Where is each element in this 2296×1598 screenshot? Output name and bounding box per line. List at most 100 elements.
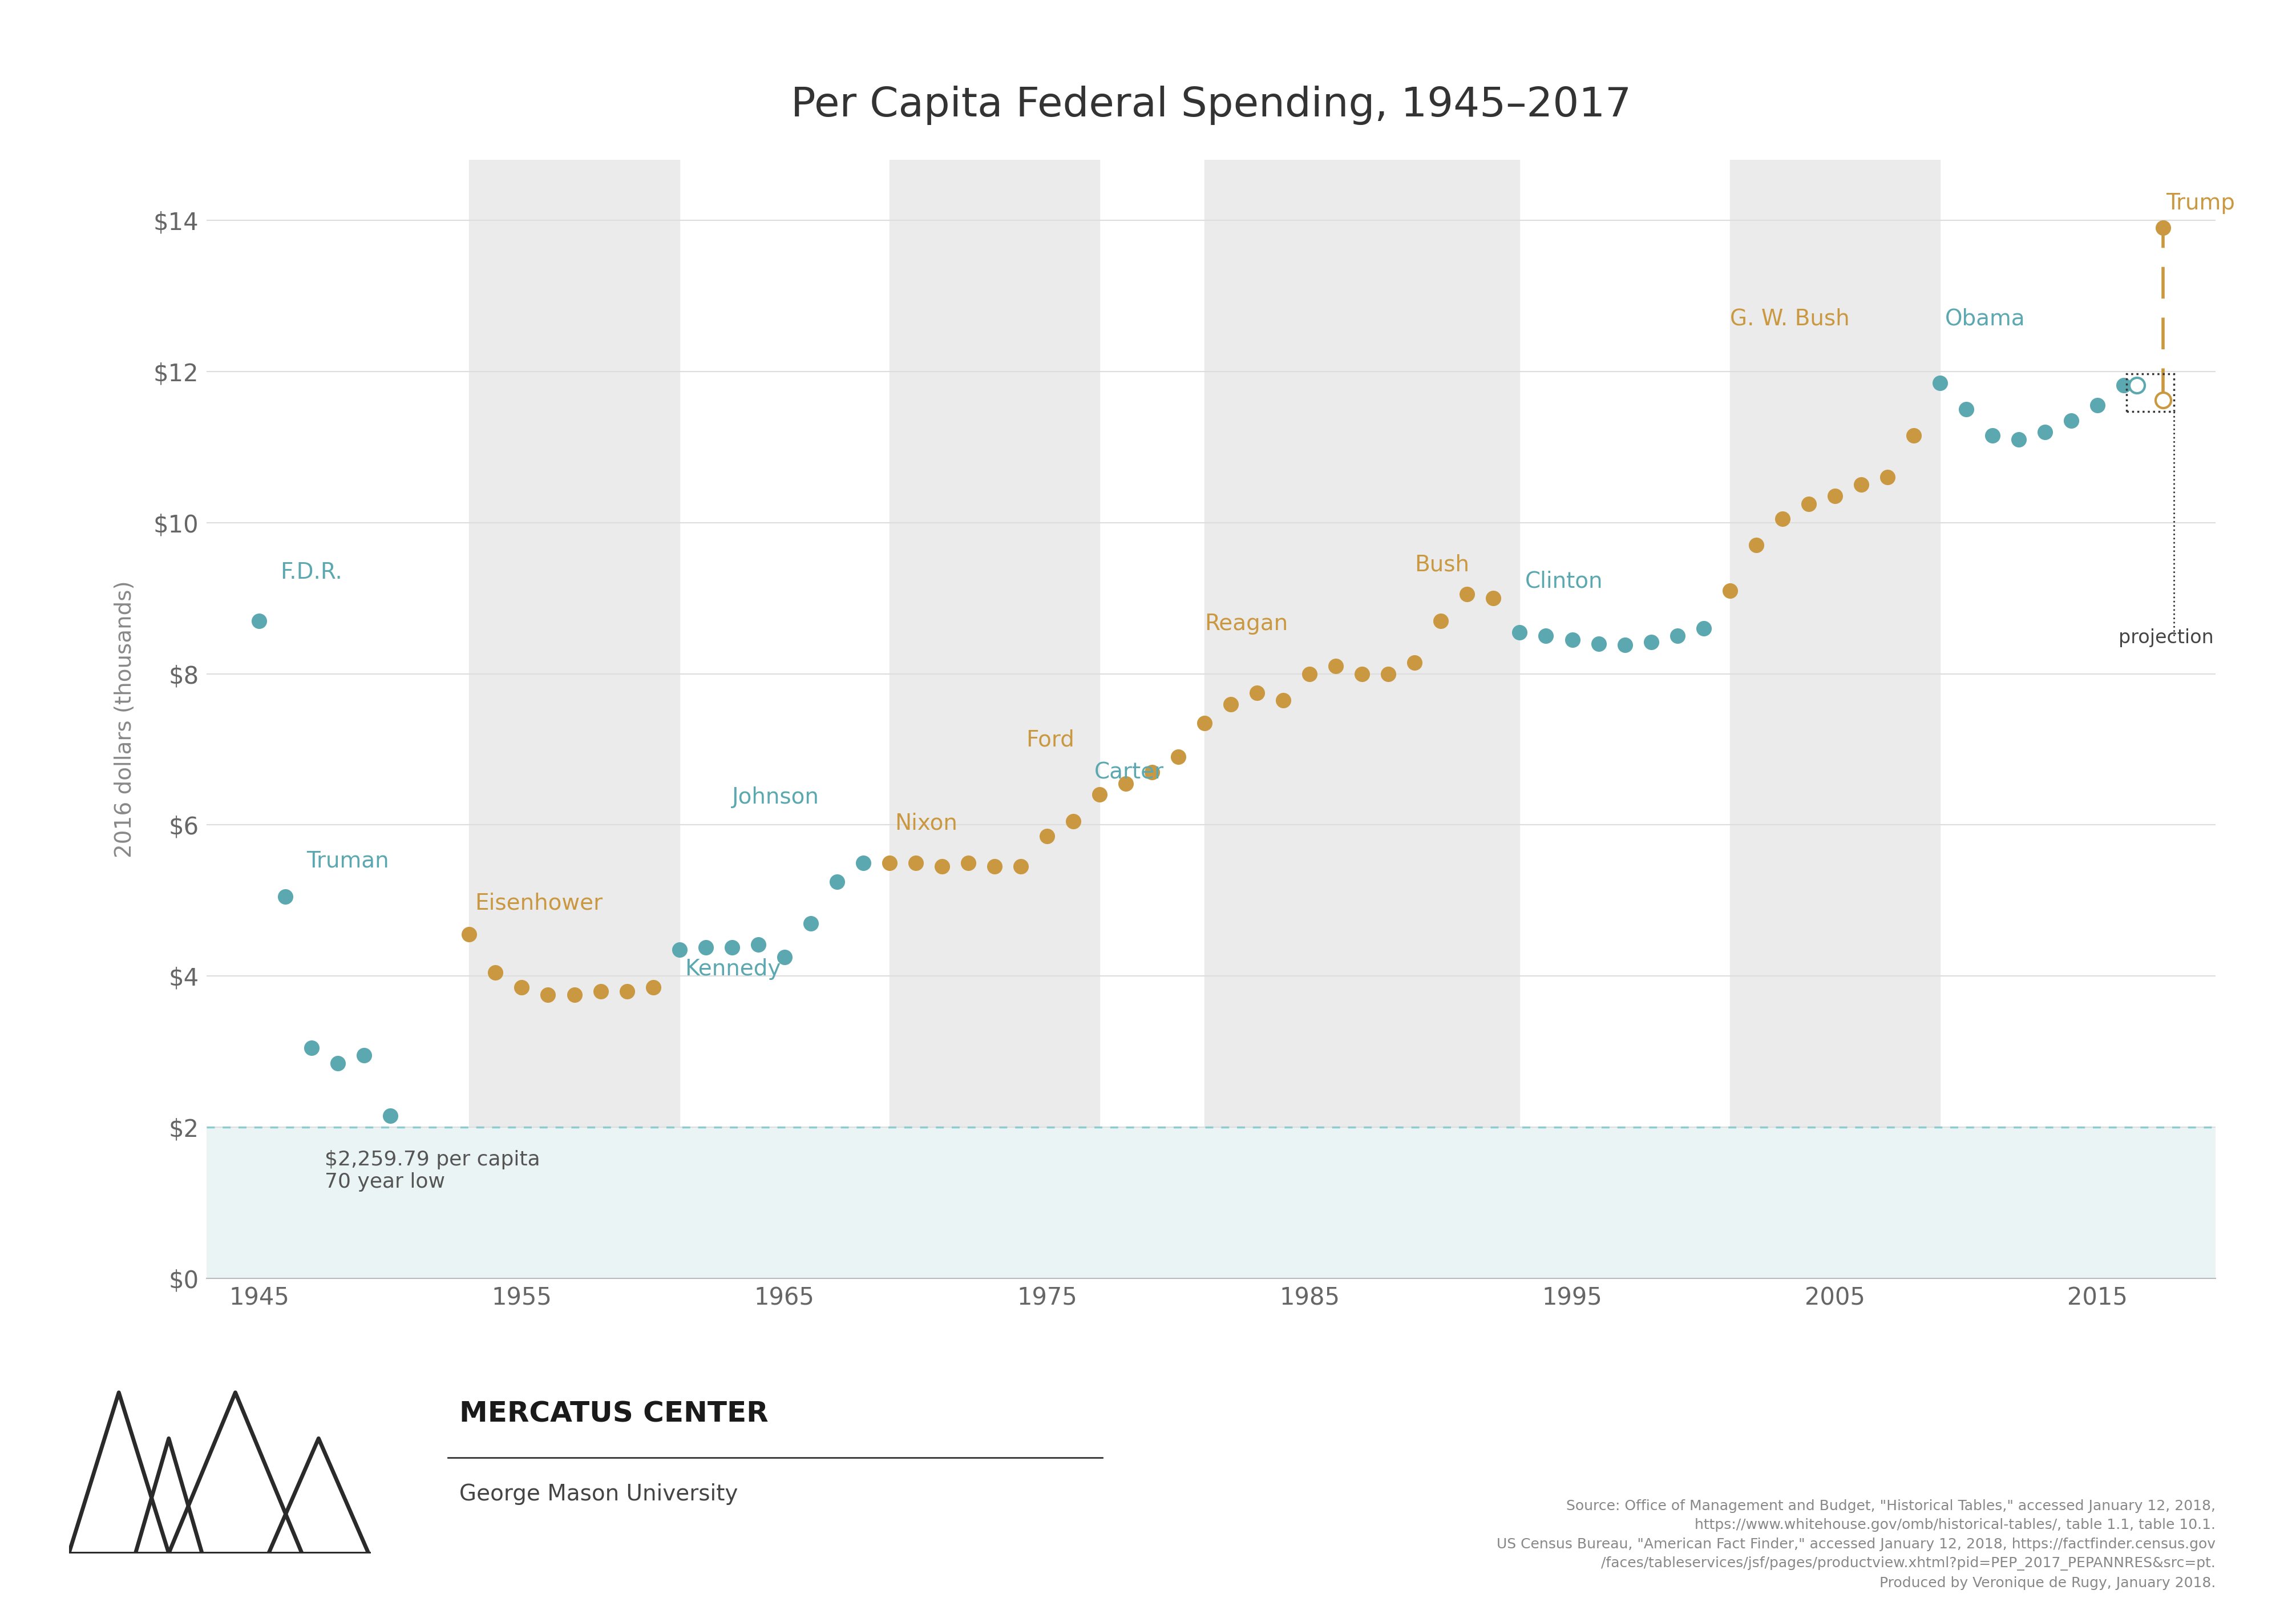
Point bbox=[2080, 393, 2117, 419]
Text: Truman: Truman bbox=[305, 850, 388, 873]
Text: Nixon: Nixon bbox=[895, 812, 957, 834]
Point bbox=[1869, 465, 1906, 491]
Point bbox=[1371, 662, 1407, 687]
Point bbox=[478, 959, 514, 984]
Point bbox=[347, 1042, 383, 1067]
Point bbox=[1134, 759, 1171, 785]
Point bbox=[319, 1050, 356, 1075]
Bar bbox=[1729, 160, 1940, 1278]
Point bbox=[1054, 809, 1091, 834]
Text: MERCATUS CENTER: MERCATUS CENTER bbox=[459, 1400, 769, 1429]
Bar bbox=[889, 160, 1100, 1278]
Text: Reagan: Reagan bbox=[1205, 612, 1288, 634]
Point bbox=[1081, 781, 1118, 807]
Text: Eisenhower: Eisenhower bbox=[475, 892, 602, 914]
Point bbox=[845, 850, 882, 876]
Point bbox=[687, 935, 723, 960]
Point bbox=[372, 1103, 409, 1128]
Point bbox=[1003, 853, 1040, 879]
Bar bbox=[1205, 160, 1520, 1278]
Text: F.D.R.: F.D.R. bbox=[280, 561, 342, 583]
Text: G. W. Bush: G. W. Bush bbox=[1729, 308, 1848, 329]
Point bbox=[1527, 623, 1564, 649]
Point bbox=[1107, 770, 1143, 796]
Point bbox=[1029, 823, 1065, 849]
Point bbox=[503, 975, 540, 1000]
Point bbox=[1212, 692, 1249, 718]
Point bbox=[1922, 371, 1958, 396]
Point bbox=[1580, 631, 1616, 657]
Point bbox=[1187, 710, 1224, 735]
Point bbox=[2027, 419, 2064, 444]
Point bbox=[820, 869, 856, 895]
Point bbox=[530, 983, 567, 1008]
Point bbox=[1844, 471, 1880, 497]
Point bbox=[2144, 216, 2181, 241]
Point bbox=[1711, 578, 1747, 604]
Point bbox=[1159, 745, 1196, 770]
Text: Source: Office of Management and Budget, "Historical Tables," accessed January 1: Source: Office of Management and Budget,… bbox=[1497, 1499, 2216, 1590]
Point bbox=[1343, 662, 1380, 687]
Text: Bush: Bush bbox=[1414, 555, 1469, 575]
Point bbox=[2144, 387, 2181, 412]
Point bbox=[1685, 615, 1722, 641]
Point bbox=[1607, 633, 1644, 658]
Point bbox=[1424, 609, 1460, 634]
Point bbox=[739, 932, 776, 957]
Point bbox=[714, 935, 751, 960]
Point bbox=[1632, 630, 1669, 655]
Point bbox=[870, 850, 907, 876]
Point bbox=[1396, 650, 1433, 676]
Point bbox=[583, 978, 620, 1004]
Point bbox=[661, 936, 698, 962]
Point bbox=[556, 983, 592, 1008]
Point bbox=[1502, 620, 1538, 646]
Point bbox=[923, 853, 960, 879]
Text: Kennedy: Kennedy bbox=[684, 959, 781, 980]
Point bbox=[1554, 626, 1591, 652]
Point bbox=[951, 850, 987, 876]
Point bbox=[634, 975, 670, 1000]
Point bbox=[450, 922, 487, 948]
Point bbox=[2053, 407, 2089, 433]
Point bbox=[1474, 585, 1511, 610]
Point bbox=[1894, 423, 1931, 449]
Point bbox=[792, 911, 829, 936]
Point bbox=[1738, 532, 1775, 558]
Bar bbox=[468, 160, 680, 1278]
Point bbox=[294, 1036, 331, 1061]
Point bbox=[608, 978, 645, 1004]
Point bbox=[1816, 483, 1853, 508]
Point bbox=[767, 944, 804, 970]
Point bbox=[1290, 662, 1327, 687]
Y-axis label: 2016 dollars (thousands): 2016 dollars (thousands) bbox=[115, 580, 135, 858]
Point bbox=[1763, 507, 1800, 532]
Text: Carter: Carter bbox=[1095, 762, 1164, 783]
Point bbox=[1791, 491, 1828, 516]
Point bbox=[1449, 582, 1486, 607]
Bar bbox=[207, 1127, 2216, 1278]
Point bbox=[1318, 654, 1355, 679]
Point bbox=[976, 853, 1013, 879]
Point bbox=[2105, 372, 2142, 398]
Point bbox=[1660, 623, 1697, 649]
Bar bbox=[2126, 374, 2174, 412]
Text: $2,259.79 per capita
70 year low: $2,259.79 per capita 70 year low bbox=[324, 1151, 540, 1192]
Text: Trump: Trump bbox=[2165, 192, 2234, 214]
Point bbox=[898, 850, 934, 876]
Point bbox=[1947, 396, 1984, 422]
Point bbox=[1240, 679, 1277, 705]
Point bbox=[266, 884, 303, 909]
Point bbox=[1265, 687, 1302, 713]
Point bbox=[2119, 372, 2156, 398]
Text: Ford: Ford bbox=[1026, 729, 1075, 751]
Point bbox=[241, 609, 278, 634]
Title: Per Capita Federal Spending, 1945–2017: Per Capita Federal Spending, 1945–2017 bbox=[790, 85, 1632, 125]
Text: George Mason University: George Mason University bbox=[459, 1483, 737, 1505]
Text: Johnson: Johnson bbox=[732, 786, 820, 809]
Text: projection: projection bbox=[2119, 628, 2213, 647]
Text: Clinton: Clinton bbox=[1525, 570, 1603, 593]
Point bbox=[1975, 423, 2011, 449]
Point bbox=[2000, 427, 2037, 452]
Text: Obama: Obama bbox=[1945, 308, 2025, 329]
